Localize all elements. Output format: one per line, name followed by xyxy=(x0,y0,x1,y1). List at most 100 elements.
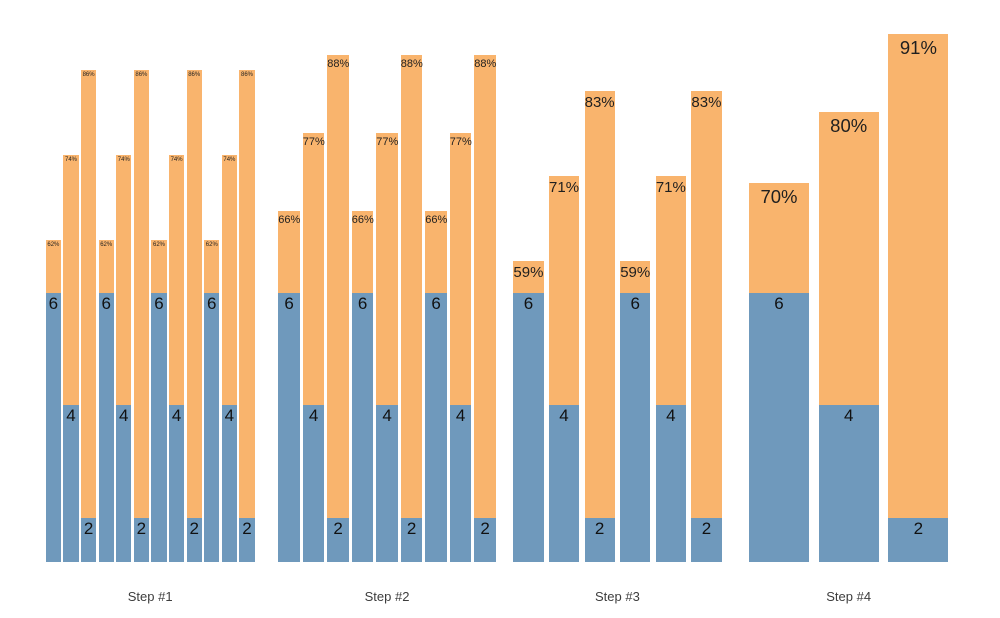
bar-blue-segment: 4 xyxy=(449,405,472,563)
bar-value-label: 2 xyxy=(333,518,343,538)
bar-blue-segment: 6 xyxy=(45,292,62,563)
bar-blue-segment: 6 xyxy=(513,292,544,563)
bar-value-label: 4 xyxy=(382,406,392,426)
bar-blue-segment: 4 xyxy=(221,405,238,563)
bar-pct-label: 59% xyxy=(620,263,651,281)
bar-value-label: 2 xyxy=(913,518,924,538)
step-label: Step #4 xyxy=(826,589,872,604)
bar-value-label: 2 xyxy=(594,518,605,538)
bar-blue-segment: 2 xyxy=(400,517,423,563)
bar-orange-segment: 71% 4 xyxy=(548,175,580,563)
bar-pct-label: 62% xyxy=(100,241,113,248)
bar-pct-label: 88% xyxy=(400,58,423,71)
bar-orange-segment: 83% 2 xyxy=(584,90,615,563)
bar-pct-label: 83% xyxy=(584,93,615,111)
bar-pct-label: 66% xyxy=(351,214,374,227)
bar-value-label: 6 xyxy=(284,293,294,313)
bar-orange-segment: 62% 6 xyxy=(98,239,114,563)
bar-pct-label: 62% xyxy=(152,241,165,248)
step-label: Step #3 xyxy=(595,589,640,604)
bar-orange-segment: 91% 2 xyxy=(888,34,949,563)
bar-blue-segment: 2 xyxy=(888,517,949,563)
bar-pct-label: 74% xyxy=(117,156,130,163)
bar-blue-segment: 6 xyxy=(749,292,809,563)
bar-orange-segment: 62% 6 xyxy=(45,239,62,563)
bar-value-label: 4 xyxy=(666,406,676,426)
bar-value-label: 2 xyxy=(406,518,417,538)
bar-orange-segment: 77% 4 xyxy=(376,133,398,563)
bar-value-label: 4 xyxy=(843,406,854,426)
bar-value-label: 6 xyxy=(101,293,111,313)
bar-orange-segment: 77% 4 xyxy=(449,133,472,563)
bar-blue-segment: 2 xyxy=(327,517,349,563)
bar-orange-segment: 88% 2 xyxy=(474,55,497,563)
bar-value-label: 6 xyxy=(207,293,217,313)
bar-value-label: 4 xyxy=(455,406,466,426)
bar-blue-segment: 6 xyxy=(98,292,114,563)
bar-value-label: 2 xyxy=(136,518,147,538)
bar-value-label: 4 xyxy=(224,406,235,426)
bar-orange-segment: 66% 6 xyxy=(351,211,374,563)
bar-blue-segment: 6 xyxy=(151,292,167,563)
bar-value-label: 6 xyxy=(774,293,784,313)
bar-blue-segment: 6 xyxy=(620,292,651,563)
bar-pct-label: 77% xyxy=(302,136,325,149)
bar-pct-label: 83% xyxy=(691,93,722,111)
bar-value-label: 6 xyxy=(523,293,534,313)
bar-blue-segment: 4 xyxy=(116,405,132,563)
bar-orange-segment: 66% 6 xyxy=(425,211,448,563)
bar-pct-label: 59% xyxy=(513,263,544,281)
bar-value-label: 2 xyxy=(189,518,199,538)
bar-value-label: 6 xyxy=(357,293,368,313)
bar-value-label: 4 xyxy=(171,406,182,426)
bar-orange-segment: 74% 4 xyxy=(221,154,238,563)
bar-pct-label: 70% xyxy=(760,185,798,207)
bar-blue-segment: 4 xyxy=(818,405,879,563)
bar-blue-segment: 2 xyxy=(186,517,202,563)
bar-blue-segment: 6 xyxy=(204,292,220,563)
bar-orange-segment: 71% 4 xyxy=(655,175,686,563)
bar-pct-label: 86% xyxy=(188,71,201,78)
bar-value-label: 6 xyxy=(630,293,640,313)
bar-orange-segment: 59% 6 xyxy=(513,260,544,563)
bar-blue-segment: 2 xyxy=(584,517,615,563)
bar-pct-label: 91% xyxy=(899,37,937,59)
bar-value-label: 2 xyxy=(242,518,252,538)
bar-pct-label: 77% xyxy=(449,136,472,149)
bar-value-label: 6 xyxy=(48,293,59,313)
bar-blue-segment: 4 xyxy=(302,405,325,563)
bar-orange-segment: 83% 2 xyxy=(691,90,722,563)
bar-orange-segment: 86% 2 xyxy=(80,69,97,563)
bar-pct-label: 62% xyxy=(205,241,218,248)
bar-blue-segment: 4 xyxy=(168,405,185,563)
bar-value-label: 6 xyxy=(431,293,441,313)
bar-value-label: 4 xyxy=(119,406,129,426)
bar-pct-label: 71% xyxy=(549,178,580,196)
bar-orange-segment: 86% 2 xyxy=(186,69,202,563)
bar-pct-label: 88% xyxy=(327,58,350,71)
bar-pct-label: 80% xyxy=(830,115,868,137)
bar-pct-label: 74% xyxy=(64,156,77,163)
bar-value-label: 4 xyxy=(66,406,76,426)
bar-blue-segment: 6 xyxy=(278,292,300,563)
bar-pct-label: 86% xyxy=(135,71,148,78)
bar-orange-segment: 86% 2 xyxy=(133,69,150,563)
bar-pct-label: 88% xyxy=(474,58,497,71)
bar-pct-label: 74% xyxy=(170,156,183,163)
bar-blue-segment: 4 xyxy=(655,405,686,563)
step-label: Step #1 xyxy=(127,589,173,604)
bar-value-label: 4 xyxy=(559,406,569,426)
bar-pct-label: 74% xyxy=(223,156,236,163)
bar-blue-segment: 6 xyxy=(351,292,374,563)
bar-orange-segment: 74% 4 xyxy=(168,154,185,563)
bar-orange-segment: 80% 4 xyxy=(818,112,879,563)
bar-orange-segment: 88% 2 xyxy=(327,55,350,563)
bar-pct-label: 86% xyxy=(82,71,95,78)
bar-pct-label: 71% xyxy=(655,178,686,196)
bar-blue-segment: 4 xyxy=(548,405,580,563)
bar-orange-segment: 74% 4 xyxy=(116,154,132,563)
bar-orange-segment: 77% 4 xyxy=(302,133,325,563)
bar-pct-label: 66% xyxy=(425,214,448,227)
bar-value-label: 6 xyxy=(154,293,164,313)
bar-orange-segment: 74% 4 xyxy=(63,154,79,563)
